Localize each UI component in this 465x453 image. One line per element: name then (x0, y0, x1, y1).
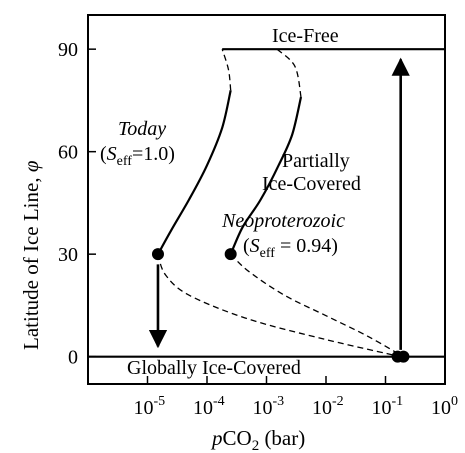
y-tick-label-2: 60 (58, 142, 78, 164)
x-axis-title: pCO2 (bar) (210, 426, 305, 453)
ice-line-curves (157, 48, 404, 358)
x-tick-label-1: 10-4 (193, 394, 225, 419)
bifurcation-points (151, 248, 410, 363)
y-tick-label-1: 30 (58, 244, 78, 266)
unstable-lower-branch-0 (157, 253, 401, 358)
ice-free-label: Ice-Free (272, 25, 339, 47)
plot-frame (87, 14, 446, 385)
stable-branch-0 (157, 89, 232, 255)
x-axis-ticks: 10-5 10-4 10-3 10-2 10-1 100 (134, 376, 458, 419)
unstable-upper-branch-0 (221, 49, 232, 91)
x-tick-label-0: 10-5 (134, 394, 166, 419)
x-tick-label-2: 10-3 (253, 394, 285, 419)
x-tick-label-4: 10-1 (372, 394, 404, 419)
y-tick-label-3: 90 (58, 39, 78, 61)
neoproterozoic-label: Neoproterozoic (221, 210, 345, 232)
stable-branch-1 (229, 96, 303, 255)
today-label: Today (118, 118, 166, 140)
bifurcation-point-3 (397, 350, 410, 363)
transition-arrows (148, 57, 410, 350)
y-tick-label-0: 0 (68, 347, 78, 369)
y-axis-ticks: 0 30 60 90 (58, 39, 96, 369)
unstable-upper-branch-1 (276, 48, 302, 98)
partially-label-line2: Ice-Covered (262, 173, 361, 195)
x-tick-label-5: 100 (431, 394, 458, 419)
bifurcation-point-0 (151, 248, 164, 261)
neoproterozoic-seff-label: (Seff = 0.94) (243, 235, 338, 261)
x-tick-label-3: 10-2 (312, 394, 344, 419)
unstable-lower-branch-1 (230, 253, 404, 358)
today-seff-label: (Seff=1.0) (100, 143, 175, 169)
reference-lines (88, 48, 445, 358)
globally-ice-covered-label: Globally Ice-Covered (127, 357, 301, 379)
y-axis-title: Latitude of Ice Line, φ (19, 160, 43, 350)
partially-label-line1: Partially (282, 150, 350, 172)
bifurcation-point-1 (224, 248, 237, 261)
